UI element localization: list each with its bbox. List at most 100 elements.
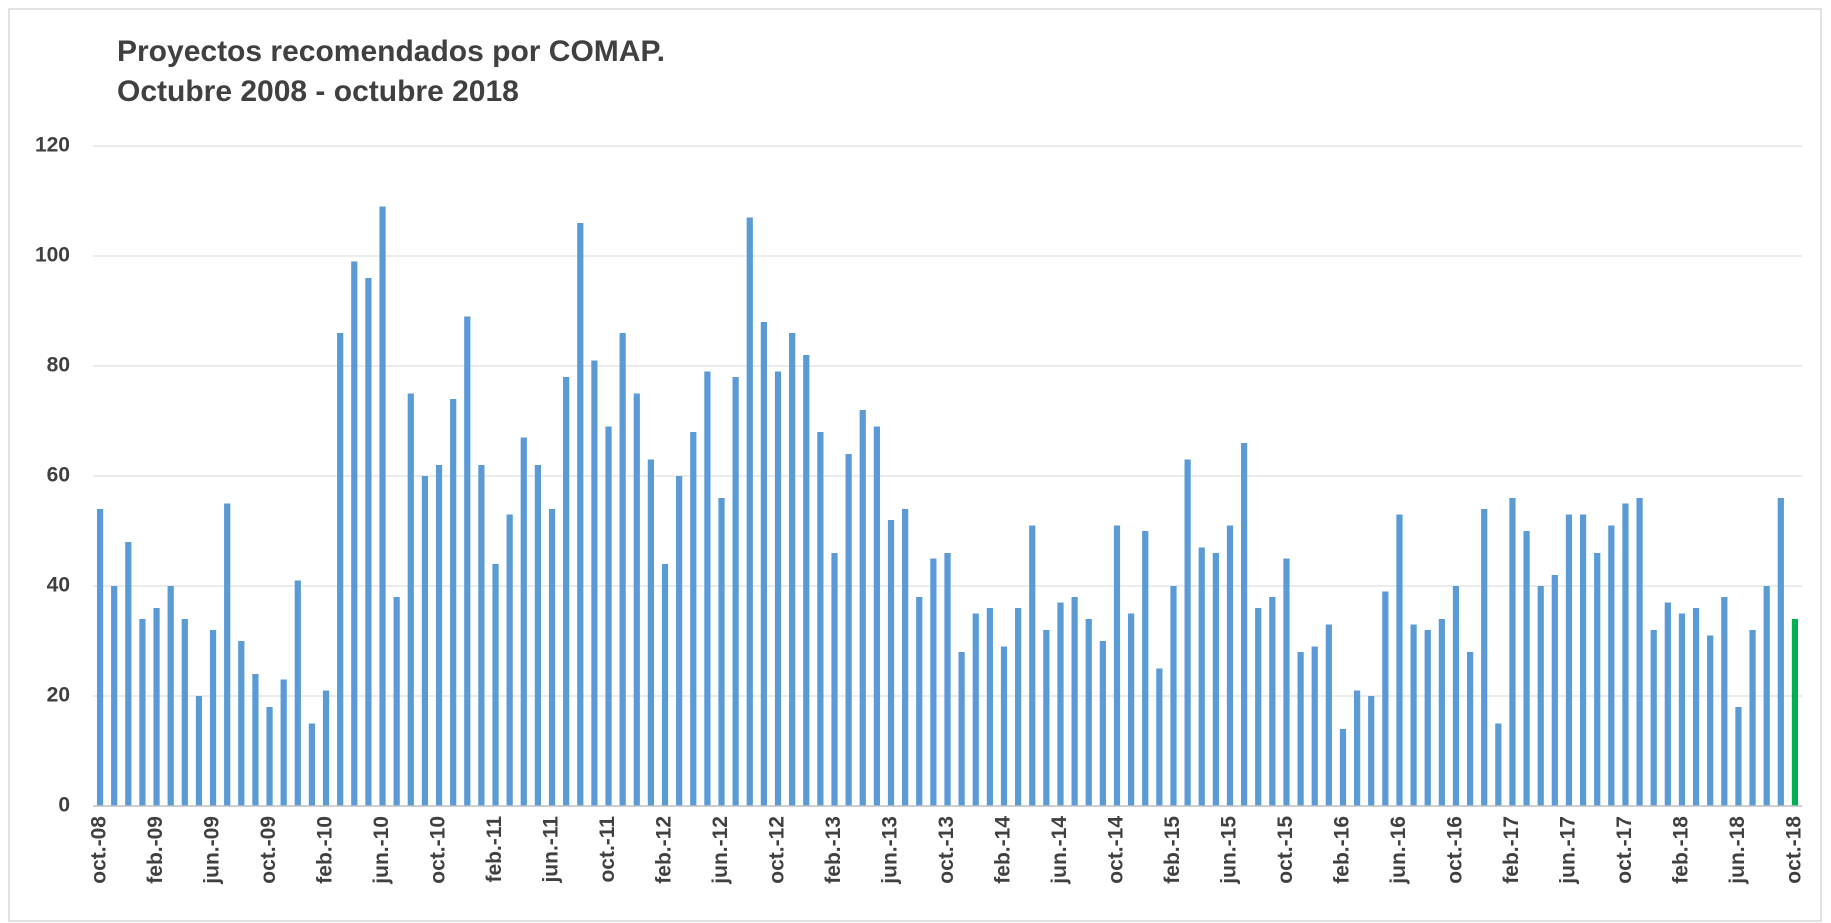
bar — [563, 377, 570, 806]
x-tick-label: oct.-14 — [1105, 816, 1128, 884]
bar — [435, 465, 443, 806]
bar — [591, 360, 598, 806]
x-tick-label: jun.-09 — [201, 816, 224, 885]
bar — [1128, 613, 1135, 806]
x-tick-label: jun.-17 — [1557, 816, 1580, 885]
bar — [916, 597, 923, 806]
x-tick-label: jun.-13 — [879, 816, 902, 885]
bar — [1594, 553, 1601, 806]
x-tick-label: feb.-16 — [1331, 816, 1354, 884]
bar — [845, 454, 852, 806]
bar — [1551, 575, 1558, 806]
bar — [1170, 586, 1177, 806]
bar — [1424, 630, 1431, 806]
x-tick-label: feb.-13 — [822, 816, 845, 884]
bar — [548, 509, 556, 806]
bar — [1325, 624, 1332, 806]
bar — [1692, 608, 1700, 806]
bar — [224, 503, 231, 806]
bar — [746, 217, 753, 806]
bar — [1339, 729, 1347, 806]
bar — [817, 432, 824, 806]
x-tick-label: feb.-10 — [314, 816, 337, 884]
bar — [760, 322, 767, 806]
bar — [266, 707, 273, 806]
bar — [986, 608, 993, 806]
bar — [421, 476, 429, 806]
bar — [1509, 498, 1516, 806]
bar — [1777, 498, 1784, 806]
bar — [1721, 597, 1728, 806]
bar — [902, 509, 909, 806]
bar — [153, 608, 160, 806]
x-tick-label: jun.-12 — [709, 816, 732, 885]
bar — [633, 393, 640, 806]
y-tick-label: 20 — [47, 684, 70, 707]
x-tick-label: jun.-16 — [1387, 816, 1410, 885]
x-tick-label: jun.-11 — [540, 816, 563, 884]
y-tick-label: 80 — [47, 354, 70, 377]
x-tick-label: jun.-10 — [370, 816, 393, 885]
bar — [718, 498, 725, 806]
bar — [1029, 525, 1036, 806]
bar — [1763, 586, 1770, 806]
bar — [1452, 586, 1460, 806]
bar — [774, 371, 782, 806]
bar — [1000, 646, 1008, 806]
x-tick-label: feb.-18 — [1669, 816, 1692, 884]
bar — [1678, 613, 1686, 806]
bar — [365, 278, 372, 806]
bar — [803, 355, 810, 806]
bar — [534, 465, 542, 806]
x-tick-label: jun.-14 — [1048, 816, 1071, 885]
x-tick-label: jun.-15 — [1218, 816, 1241, 885]
bar — [1410, 624, 1417, 806]
bar — [1071, 597, 1078, 806]
bar — [478, 465, 485, 806]
bar — [831, 553, 838, 806]
bar — [96, 509, 104, 806]
bar — [125, 542, 132, 806]
bar — [252, 674, 259, 806]
bar — [1283, 558, 1290, 806]
x-tick-label: oct.-18 — [1782, 816, 1805, 884]
bar — [195, 696, 203, 806]
bar — [1537, 586, 1544, 806]
bar — [1156, 668, 1163, 806]
x-tick-label: jun.-18 — [1726, 816, 1749, 885]
bar — [873, 426, 880, 806]
bar — [619, 333, 626, 806]
bar — [407, 393, 414, 806]
bar — [393, 597, 400, 806]
bar — [1353, 690, 1361, 806]
bar — [1240, 443, 1248, 806]
bar — [308, 723, 316, 806]
y-tick-label: 120 — [35, 134, 70, 157]
bar — [930, 558, 937, 806]
bar — [1212, 553, 1219, 806]
x-tick-label: oct.-16 — [1444, 816, 1467, 884]
bar — [1622, 503, 1629, 806]
x-tick-label: oct.-15 — [1274, 816, 1297, 884]
x-tick-label: oct.-10 — [427, 816, 450, 884]
bar — [1481, 509, 1488, 806]
bar — [577, 223, 584, 806]
bar — [464, 316, 471, 806]
bar — [1579, 514, 1587, 806]
bar — [1269, 597, 1276, 806]
bar — [1368, 696, 1375, 806]
bar — [887, 520, 895, 806]
bar — [167, 586, 174, 806]
bar — [1749, 630, 1756, 806]
bar — [676, 476, 683, 806]
bar — [1113, 525, 1121, 806]
bar — [1707, 635, 1714, 806]
y-tick-label: 100 — [35, 244, 70, 267]
bar — [1735, 707, 1742, 806]
x-tick-label: feb.-17 — [1500, 816, 1523, 884]
bar — [1226, 525, 1234, 806]
bar — [294, 580, 301, 806]
x-tick-label: feb.-11 — [483, 816, 506, 883]
bar — [704, 371, 711, 806]
bar — [506, 514, 513, 806]
